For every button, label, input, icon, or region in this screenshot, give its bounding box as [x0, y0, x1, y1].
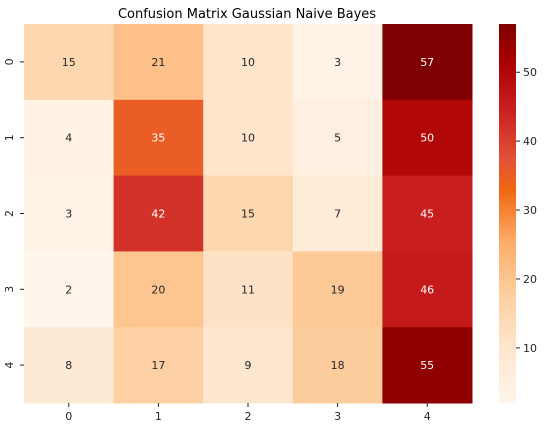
- cell-value-label: 5: [334, 132, 341, 145]
- y-tick-label: 2: [3, 210, 16, 217]
- x-tick-label: 0: [65, 410, 72, 423]
- cell-value-label: 9: [245, 359, 252, 372]
- chart-title: Confusion Matrix Gaussian Naive Bayes: [118, 7, 376, 22]
- y-axis-ticks: 0 1 2 3 4: [3, 58, 24, 369]
- cell-value-label: 46: [420, 283, 434, 296]
- heatmap-cell-r3-c0: [24, 251, 115, 328]
- cell-value-label: 3: [334, 56, 341, 69]
- y-tick-label: 4: [3, 362, 16, 369]
- cell-value-label: 57: [420, 56, 434, 69]
- heatmap-cell-r3-c3: [292, 251, 383, 328]
- heatmap-cell-r0-c0: [24, 24, 115, 101]
- heatmap-cell-r2-c3: [292, 175, 383, 252]
- colorbar-tick-label: 10: [523, 342, 537, 355]
- cell-value-label: 19: [331, 283, 345, 296]
- heatmap-cell-r2-c2: [203, 175, 294, 252]
- cell-value-label: 3: [65, 208, 72, 221]
- cell-value-label: 45: [420, 208, 434, 221]
- heatmap-cell-r4-c4: [382, 327, 473, 404]
- heatmap-cell-r4-c0: [24, 327, 115, 404]
- y-tick-label: 0: [3, 58, 16, 65]
- cell-value-label: 10: [241, 132, 255, 145]
- heatmap-cell-r3-c4: [382, 251, 473, 328]
- x-tick-label: 4: [424, 410, 431, 423]
- cell-value-label: 17: [151, 359, 165, 372]
- cell-value-label: 50: [420, 132, 434, 145]
- cell-value-label: 8: [65, 359, 72, 372]
- cell-value-label: 15: [62, 56, 76, 69]
- cell-value-label: 20: [151, 283, 165, 296]
- colorbar: 10 20 30 40 50: [499, 24, 537, 403]
- heatmap-cell-r0-c4: [382, 24, 473, 101]
- heatmap-cell-r1-c4: [382, 99, 473, 177]
- cell-value-label: 21: [151, 56, 165, 69]
- heatmap-cell-r3-c1: [113, 251, 204, 328]
- y-tick-label: 3: [3, 286, 16, 293]
- cell-value-label: 4: [65, 132, 72, 145]
- cell-value-label: 2: [65, 283, 72, 296]
- cell-value-label: 7: [334, 208, 341, 221]
- y-tick-label: 1: [3, 134, 16, 141]
- x-tick-label: 2: [245, 410, 252, 423]
- x-tick-label: 1: [155, 410, 162, 423]
- cell-value-label: 55: [420, 359, 434, 372]
- heatmap-cell-r3-c2: [203, 251, 294, 328]
- heatmap-cell-r2-c0: [24, 175, 115, 252]
- colorbar-tick-label: 20: [523, 273, 537, 286]
- heatmap-cell-r0-c2: [203, 24, 294, 101]
- heatmap-cell-r1-c2: [203, 99, 294, 177]
- heatmap-cell-r0-c1: [113, 24, 204, 101]
- heatmap-cell-r2-c4: [382, 175, 473, 252]
- x-tick-label: 3: [334, 410, 341, 423]
- heatmap-cell-r1-c0: [24, 99, 115, 177]
- cell-value-label: 10: [241, 56, 255, 69]
- heatmap-cell-r4-c3: [292, 327, 383, 404]
- cell-value-label: 18: [331, 359, 345, 372]
- x-axis-ticks: 0 1 2 3 4: [65, 403, 431, 423]
- cell-value-label: 42: [151, 208, 165, 221]
- heatmap-cell-r1-c1: [113, 99, 204, 177]
- cell-value-label: 15: [241, 208, 255, 221]
- colorbar-gradient: [499, 24, 516, 403]
- heatmap-cell-r4-c2: [203, 327, 294, 404]
- heatmap-cell-r1-c3: [292, 99, 383, 177]
- heatmap-cell-r2-c1: [113, 175, 204, 252]
- heatmap-cells: 15 21 10 3 57 4 35 10 5 50 3 42 15 7 45 2 20 11 19 46 8 17 9 18…: [24, 24, 473, 404]
- heatmap-cell-r4-c1: [113, 327, 204, 404]
- colorbar-tick-label: 40: [523, 135, 537, 148]
- cell-value-label: 11: [241, 283, 255, 296]
- colorbar-tick-label: 50: [523, 66, 537, 79]
- colorbar-tick-label: 30: [523, 204, 537, 217]
- heatmap-cell-r0-c3: [292, 24, 383, 101]
- cell-value-label: 35: [151, 132, 165, 145]
